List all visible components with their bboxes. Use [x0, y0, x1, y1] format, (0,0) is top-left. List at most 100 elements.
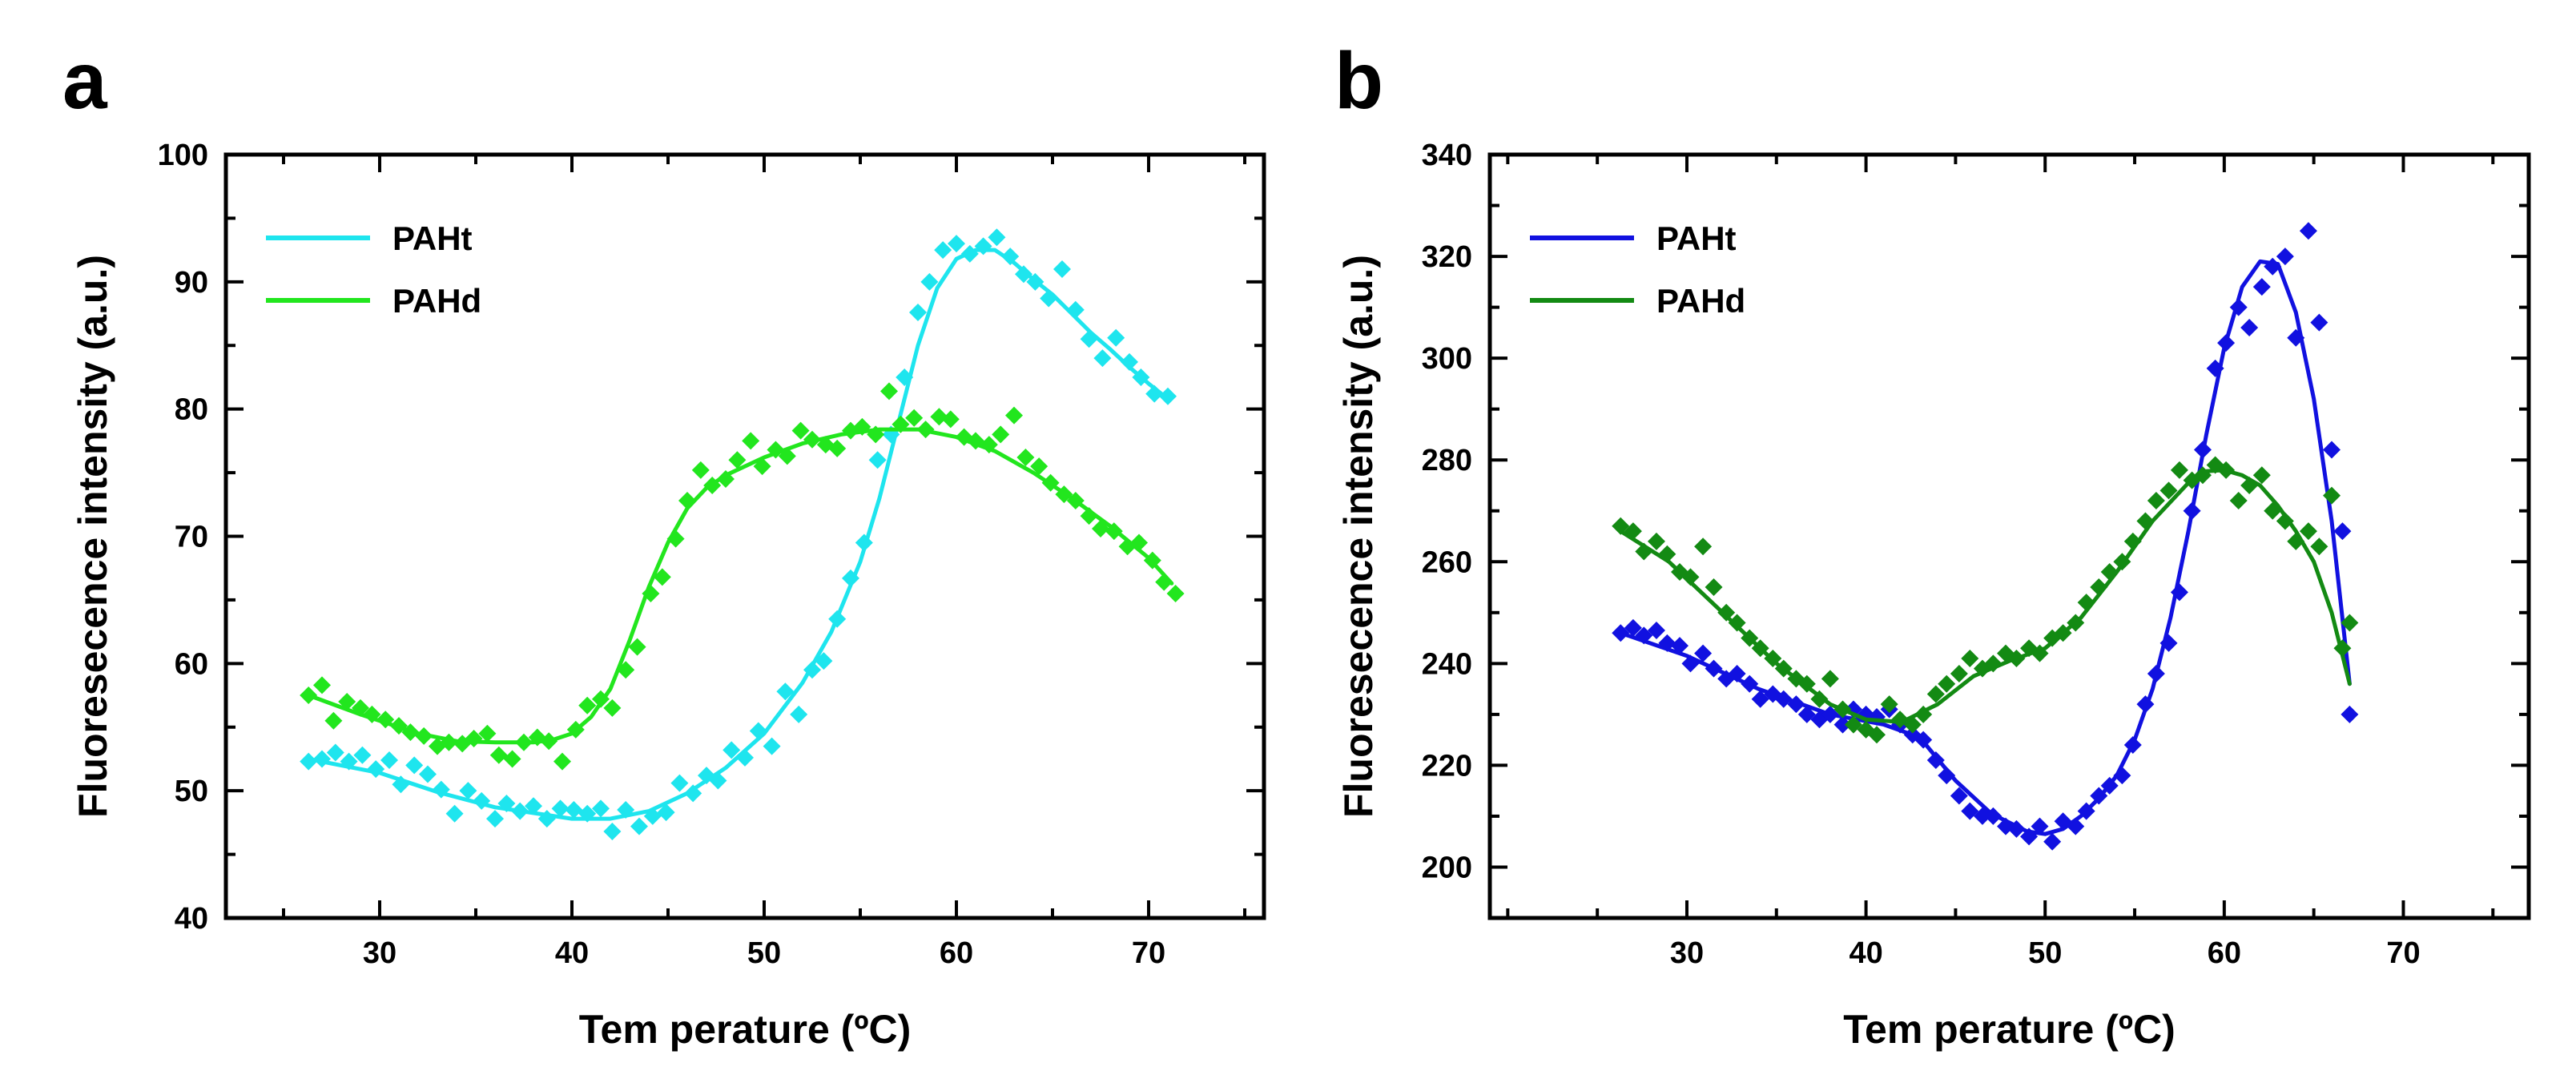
panel-b-series-paht-point	[2077, 802, 2095, 820]
panel-b-series-paht-point	[1681, 654, 1700, 673]
panel-a-series-pahd-point	[390, 717, 408, 735]
panel-a-series-pahd-point	[880, 382, 898, 401]
panel-a-series-pahd-point	[1016, 449, 1035, 467]
panel-a-series-pahd-point	[1066, 492, 1085, 510]
panel-a-series-paht-point	[896, 368, 914, 386]
panel-a-series-paht-point	[380, 751, 398, 770]
panel-a-series-pahd-point	[930, 408, 948, 426]
panel-b-series-paht-point	[1624, 618, 1642, 637]
panel-b-series-paht-point	[1821, 705, 1839, 723]
panel-a-series-pahd-point	[1030, 457, 1049, 476]
panel-b-series-pahd-point	[2170, 461, 2188, 479]
panel-a-series-paht-point	[1093, 349, 1112, 368]
panel-a-series-paht-point	[763, 737, 781, 755]
panel-b-series-pahd-point	[2136, 512, 2155, 530]
panel-b-y-tick-label: 340	[1422, 139, 1472, 172]
panel-a-series-paht-point	[736, 748, 754, 767]
panel-b-series-pahd-point	[2147, 492, 2165, 510]
panel-b-series-paht-point	[1751, 690, 1769, 708]
panel-a-series-paht-point	[684, 784, 702, 803]
panel-b-series-paht-fit-line	[1618, 259, 2352, 836]
panel-b-x-tick-label: 50	[2028, 936, 2062, 970]
panel-b-series-pahd-point	[2252, 466, 2271, 485]
panel-b-series-paht-point	[1635, 626, 1653, 645]
panel-b-series-pahd-point	[2090, 578, 2108, 597]
panel-a-series-paht-point	[868, 451, 887, 469]
panel-a-series-pahd-point	[489, 746, 508, 764]
panel-a-y-tick-label: 70	[175, 521, 208, 554]
panel-b-y-tick-label: 220	[1422, 749, 1472, 783]
panel-a-series-pahd-point	[324, 711, 343, 730]
panel-b-series-paht-point	[1647, 622, 1665, 640]
panel-b-y-axis-title: Fluoresecence intensity (a.u.)	[1336, 255, 1381, 818]
panel-a-y-tick-label: 50	[175, 775, 208, 808]
panel-a-series-pahd-point	[401, 723, 420, 742]
panel-a-series-paht-point	[1159, 387, 1177, 405]
panel-a-x-tick-label: 70	[1132, 936, 1165, 970]
panel-a-series-paht-point	[803, 661, 821, 679]
panel-b-series-pahd-point	[1624, 522, 1642, 541]
panel-b-series-pahd-point	[1880, 695, 1898, 714]
panel-a-series-paht-point	[709, 771, 727, 790]
panel-a-series-paht-point	[934, 241, 952, 260]
panel-b-y-tick-label: 200	[1422, 851, 1472, 884]
panel-a-series-paht-point	[815, 652, 833, 670]
panel-a-series-paht-point	[300, 752, 318, 771]
panel-b-letter: b	[1334, 36, 1383, 126]
panel-b-series-paht-point	[1705, 659, 1723, 678]
panel-a-series-pahd-point	[703, 476, 722, 494]
panel-a-series-paht-point	[565, 800, 583, 819]
panel-b-series-pahd-point	[1821, 670, 1839, 688]
panel-b-series-pahd-point	[1833, 700, 1852, 719]
panel-b-series-pahd-point	[2123, 532, 2142, 550]
panel-b-series-pahd-point	[2007, 649, 2026, 667]
panel-a-series-paht-point	[909, 303, 927, 321]
panel-b-series-paht-point	[1914, 731, 1933, 749]
panel-b-series-paht-point	[1950, 787, 1968, 805]
panel-a-series-paht-point	[551, 799, 570, 818]
panel-b-series-pahd-point	[1612, 517, 1630, 535]
panel-a-series-pahd-point	[728, 451, 747, 469]
panel-a-series-pahd-point	[440, 733, 458, 751]
panel-a-series-pahd-point	[1092, 519, 1109, 537]
panel-b-series-paht-point	[1612, 624, 1630, 642]
panel-b-series-pahd-point	[2333, 639, 2352, 658]
panel-b-series-paht-point	[1694, 644, 1713, 662]
panel-a-series-pahd-point	[867, 425, 885, 444]
panel-b-series-paht-point	[2252, 278, 2271, 296]
panel-a-series-paht-point	[511, 802, 529, 820]
panel-b-y-tick-label: 260	[1422, 546, 1472, 579]
panel-b-series-pahd-point	[2299, 522, 2317, 541]
panel-b-series-pahd-point	[1914, 705, 1933, 723]
panel-a-series-paht-point	[828, 610, 847, 628]
panel-a-series-paht-point	[790, 705, 808, 723]
panel-a-series-pahd-point	[1155, 573, 1173, 591]
panel-a-series-pahd-point	[653, 568, 671, 586]
panel-a-series-pahd-point	[992, 425, 1010, 444]
panel-b-series-paht-point	[1938, 767, 1956, 785]
panel-a-x-tick-label: 30	[363, 936, 396, 970]
panel-a-series-paht-point	[855, 533, 873, 552]
panel-b-series-paht-point	[2194, 441, 2212, 459]
panel-a-series-pahd-point	[515, 733, 533, 751]
panel-a-x-tick-label: 60	[940, 936, 973, 970]
panel-b-series-paht-point	[2020, 827, 2039, 846]
panel-a-x-tick-label: 40	[555, 936, 589, 970]
panel-a-series-pahd-point	[753, 457, 771, 476]
panel-b-series-pahd-point	[2276, 512, 2294, 530]
panel-a-series-paht-point	[722, 741, 741, 759]
panel-b-x-axis-title: Tem perature (ºC)	[1843, 1007, 2176, 1052]
panel-a-series-paht-point	[988, 228, 1006, 247]
panel-b-series-pahd-point	[2310, 537, 2328, 556]
panel-a-series-paht-point	[592, 799, 610, 818]
panel-b-series-pahd-point	[2287, 532, 2305, 550]
panel-b-series-paht-point	[2054, 812, 2072, 831]
panel-b-series-paht-point	[2310, 313, 2328, 332]
panel-b-series-paht-point	[2170, 583, 2188, 602]
panel-a-series-paht-point	[392, 775, 410, 794]
panel-b-series-pahd-point	[1903, 715, 1922, 734]
panel-a-series-paht-point	[353, 746, 372, 764]
panel-b-series-pahd-point	[2229, 492, 2248, 510]
panel-a-series-pahd-point	[666, 529, 685, 548]
